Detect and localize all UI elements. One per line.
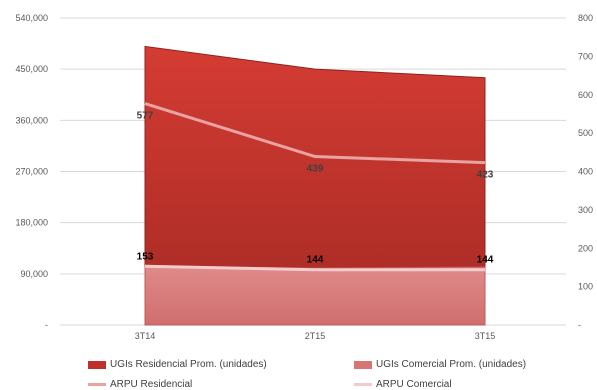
- x-tick-label: 3T14: [135, 331, 156, 341]
- data-label-arpu-residencial: 423: [477, 170, 494, 181]
- right-tick-label: 100: [578, 282, 593, 292]
- line-arpu-residencial: [144, 102, 486, 165]
- legend-item-arpu-comercial: ARPU Comercial: [354, 379, 452, 390]
- right-tick-label: 400: [578, 167, 593, 177]
- data-label-arpu-comercial: 144: [477, 255, 494, 266]
- legend-swatch: [88, 383, 106, 386]
- left-tick-label: 450,000: [15, 64, 48, 74]
- legend-swatch: [354, 360, 372, 369]
- area-series: [144, 45, 486, 326]
- line-series: [144, 102, 486, 272]
- legend-swatch: [354, 383, 372, 386]
- legend-label: UGIs Residencial Prom. (unidades): [110, 359, 267, 370]
- left-tick-label: 360,000: [15, 115, 48, 125]
- left-tick-label: 540,000: [15, 13, 48, 23]
- legend: UGIs Residencial Prom. (unidades) UGIs C…: [0, 355, 597, 390]
- legend-label: ARPU Residencial: [110, 379, 193, 390]
- right-tick-label: 200: [578, 243, 593, 253]
- legend-item-arpu-residencial: ARPU Residencial: [88, 379, 192, 390]
- data-label-arpu-residencial: 577: [137, 111, 154, 122]
- data-label-arpu-residencial: 439: [307, 164, 324, 175]
- legend-label: ARPU Comercial: [376, 379, 452, 390]
- left-tick-label: 90,000: [20, 269, 48, 279]
- legend-swatch: [88, 360, 106, 369]
- right-tick-label: 800: [578, 13, 593, 23]
- right-tick-label: 300: [578, 205, 593, 215]
- left-tick-label: -: [45, 320, 48, 330]
- right-tick-label: 700: [578, 51, 593, 61]
- x-tick-label: 3T15: [475, 331, 496, 341]
- right-tick-label: -: [578, 320, 581, 330]
- data-label-arpu-comercial: 144: [307, 255, 324, 266]
- left-tick-label: 180,000: [15, 218, 48, 228]
- data-labels: 577 439 423 153 144 144: [137, 111, 494, 266]
- left-tick-label: 270,000: [15, 167, 48, 177]
- x-tick-label: 2T15: [305, 331, 326, 341]
- legend-label: UGIs Comercial Prom. (unidades): [376, 359, 527, 370]
- area-ugis-comercial: [144, 265, 486, 326]
- right-tick-label: 600: [578, 90, 593, 100]
- x-axis-ticks: 3T14 2T15 3T15: [135, 331, 496, 341]
- line-arpu-comercial: [144, 264, 485, 272]
- legend-item-ugis-comercial: UGIs Comercial Prom. (unidades): [354, 359, 526, 370]
- right-axis-ticks: - 100 200 300 400 500 600 700 800: [578, 13, 593, 330]
- data-label-arpu-comercial: 153: [137, 251, 154, 262]
- legend-item-ugis-residencial: UGIs Residencial Prom. (unidades): [88, 359, 267, 370]
- left-axis-ticks: - 90,000 180,000 270,000 360,000 450,000 540,0…: [15, 13, 48, 330]
- right-tick-label: 500: [578, 128, 593, 138]
